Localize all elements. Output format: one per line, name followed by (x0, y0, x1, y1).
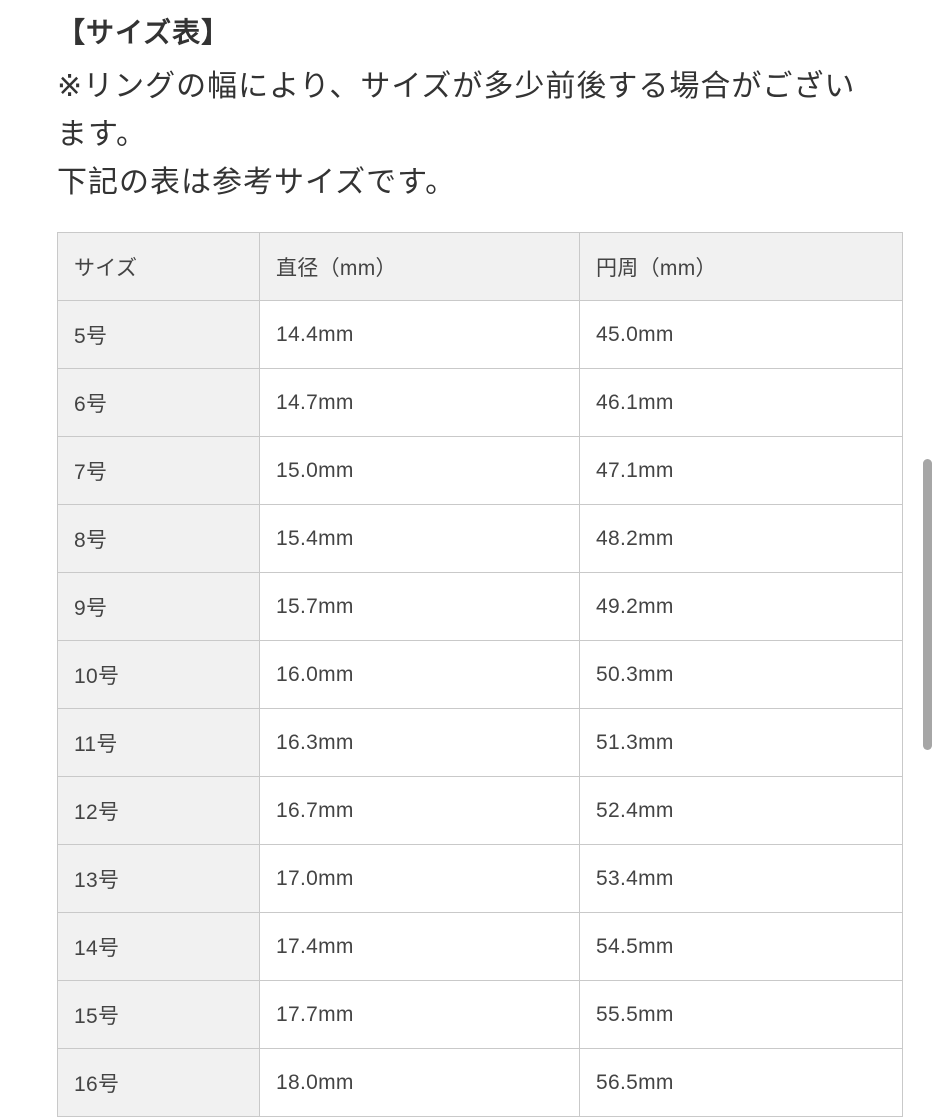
table-row: 11号 16.3mm 51.3mm (57, 708, 903, 777)
cell-size: 9号 (57, 572, 260, 641)
table-row: 9号 15.7mm 49.2mm (57, 572, 903, 641)
cell-circumference: 52.4mm (579, 776, 903, 845)
table-row: 13号 17.0mm 53.4mm (57, 844, 903, 913)
cell-size: 7号 (57, 436, 260, 505)
size-note: ※リングの幅により、サイズが多少前後する場合がござい ます。 下記の表は参考サイ… (57, 63, 900, 207)
cell-size: 8号 (57, 504, 260, 573)
cell-diameter: 15.0mm (259, 436, 580, 505)
cell-diameter: 17.7mm (259, 980, 580, 1049)
cell-diameter: 17.0mm (259, 844, 580, 913)
cell-circumference: 49.2mm (579, 572, 903, 641)
table-row: 14号 17.4mm 54.5mm (57, 912, 903, 981)
page-title: 【サイズ表】 (57, 17, 231, 48)
note-line-1: ※リングの幅により、サイズが多少前後する場合がござい (57, 70, 856, 103)
cell-circumference: 46.1mm (579, 368, 903, 437)
column-header-size: サイズ (57, 232, 260, 301)
cell-size: 14号 (57, 912, 260, 981)
cell-size: 11号 (57, 708, 260, 777)
table-row: 8号 15.4mm 48.2mm (57, 504, 903, 573)
table-row: 16号 18.0mm 56.5mm (57, 1048, 903, 1117)
cell-circumference: 47.1mm (579, 436, 903, 505)
table-row: 12号 16.7mm 52.4mm (57, 776, 903, 845)
cell-diameter: 16.0mm (259, 640, 580, 709)
cell-diameter: 15.4mm (259, 504, 580, 573)
cell-size: 12号 (57, 776, 260, 845)
cell-circumference: 53.4mm (579, 844, 903, 913)
table-row: 10号 16.0mm 50.3mm (57, 640, 903, 709)
cell-circumference: 55.5mm (579, 980, 903, 1049)
table-row: 7号 15.0mm 47.1mm (57, 436, 903, 505)
cell-size: 10号 (57, 640, 260, 709)
cell-size: 15号 (57, 980, 260, 1049)
cell-circumference: 54.5mm (579, 912, 903, 981)
cell-circumference: 50.3mm (579, 640, 903, 709)
note-line-2: ます。 (57, 118, 147, 151)
cell-size: 16号 (57, 1048, 260, 1117)
cell-circumference: 48.2mm (579, 504, 903, 573)
cell-size: 5号 (57, 300, 260, 369)
cell-circumference: 45.0mm (579, 300, 903, 369)
cell-diameter: 18.0mm (259, 1048, 580, 1117)
cell-diameter: 16.7mm (259, 776, 580, 845)
column-header-circumference: 円周（mm） (579, 232, 903, 301)
column-header-diameter: 直径（mm） (259, 232, 580, 301)
table-header-row: サイズ 直径（mm） 円周（mm） (57, 232, 903, 301)
cell-diameter: 16.3mm (259, 708, 580, 777)
cell-diameter: 14.7mm (259, 368, 580, 437)
cell-diameter: 17.4mm (259, 912, 580, 981)
cell-diameter: 14.4mm (259, 300, 580, 369)
note-line-3: 下記の表は参考サイズです。 (57, 166, 457, 199)
cell-circumference: 56.5mm (579, 1048, 903, 1117)
cell-size: 6号 (57, 368, 260, 437)
table-row: 5号 14.4mm 45.0mm (57, 300, 903, 369)
cell-diameter: 15.7mm (259, 572, 580, 641)
table-row: 6号 14.7mm 46.1mm (57, 368, 903, 437)
cell-circumference: 51.3mm (579, 708, 903, 777)
ring-size-table: サイズ 直径（mm） 円周（mm） 5号 14.4mm 45.0mm 6号 14.7mm… (57, 232, 903, 1117)
table-row: 15号 17.7mm 55.5mm (57, 980, 903, 1049)
scrollbar-thumb[interactable] (923, 459, 932, 750)
cell-size: 13号 (57, 844, 260, 913)
